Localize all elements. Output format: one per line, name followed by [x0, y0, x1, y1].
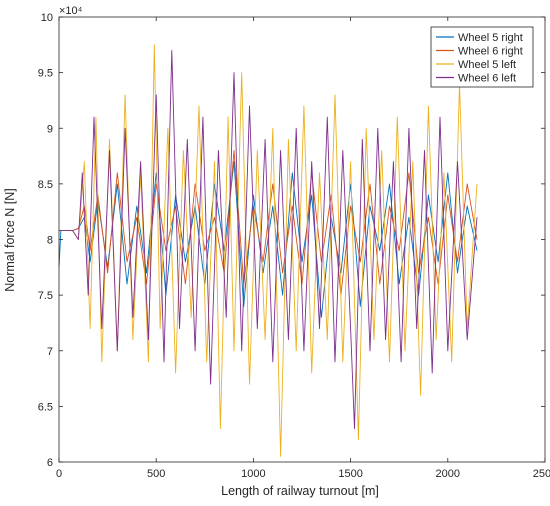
- x-tick-label: 2000: [436, 468, 460, 480]
- legend-item-label: Wheel 6 right: [458, 46, 523, 58]
- x-tick-label: 0: [56, 468, 62, 480]
- y-tick-label: 6.5: [38, 401, 53, 413]
- x-tick-label: 2500: [533, 468, 550, 480]
- series-lines: [58, 44, 478, 457]
- legend-item-label: Wheel 6 left: [458, 73, 516, 85]
- y-tick-label: 6: [47, 457, 53, 469]
- legend-item-label: Wheel 5 left: [458, 59, 516, 71]
- y-tick-label: 10: [41, 12, 53, 24]
- y-axis-label: Normal force N [N]: [3, 188, 17, 292]
- x-axis-label: Length of railway turnout [m]: [221, 484, 379, 498]
- legend-item-label: Wheel 5 right: [458, 32, 523, 44]
- tick-labels: 0 500 1000 1500 2000 2500 6 6.5 7 7.5 8 8.5 9 9.5 10: [38, 12, 550, 480]
- y-tick-label: 8.5: [38, 179, 53, 191]
- y-exponent-label: ×10⁴: [59, 5, 83, 17]
- y-tick-label: 7: [47, 346, 53, 358]
- x-tick-label: 500: [147, 468, 165, 480]
- y-tick-label: 9: [47, 123, 53, 135]
- tick-marks: [58, 16, 546, 463]
- x-tick-label: 1500: [338, 468, 362, 480]
- y-tick-label: 7.5: [38, 290, 53, 302]
- x-tick-label: 1000: [241, 468, 265, 480]
- series-line-4: [59, 49, 478, 430]
- y-tick-label: 9.5: [38, 68, 53, 80]
- y-tick-label: 8: [47, 235, 53, 247]
